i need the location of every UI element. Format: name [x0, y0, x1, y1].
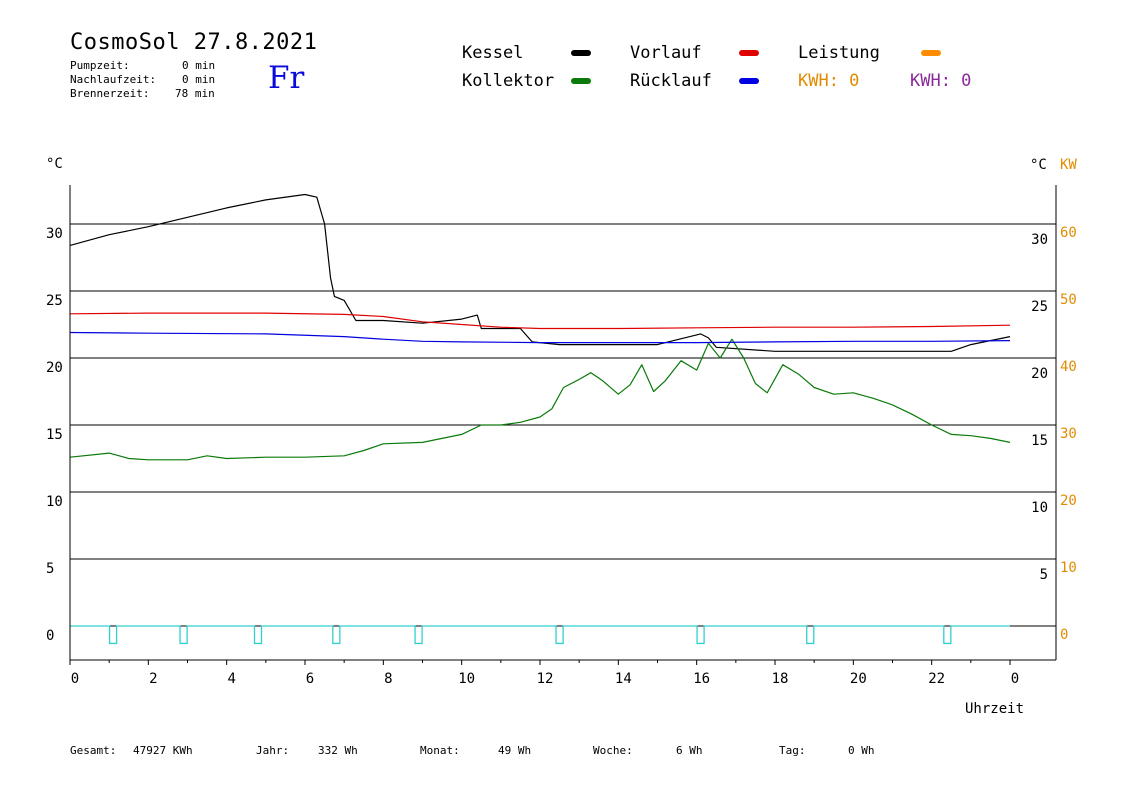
x-tick-label: 18 — [772, 671, 789, 687]
legend-kwh-orange: KWH: 0 — [798, 71, 860, 91]
stat-value-brennerzeit: 78 min — [175, 87, 215, 100]
series-line-rcklauf — [69, 331, 1011, 344]
x-tick-label: 2 — [149, 671, 157, 687]
y-tick-label-left: 30 — [46, 226, 63, 242]
legend-ruecklauf-label: Rücklauf — [630, 71, 712, 91]
footer-monat-label: Monat: — [420, 744, 460, 757]
stat-label-nachlaufzeit: Nachlaufzeit: — [70, 73, 157, 86]
x-tick-label: 4 — [227, 671, 235, 687]
x-tick-label: 14 — [615, 671, 632, 687]
legend-kessel-swatch — [571, 50, 591, 56]
series-line-kessel — [69, 193, 1011, 352]
legend-ruecklauf-swatch — [739, 78, 759, 84]
axes — [69, 185, 1057, 665]
y-tick-label-right-kw: 20 — [1060, 493, 1077, 509]
x-tick-label: 0 — [1011, 671, 1019, 687]
y-tick-label-right-kw: 40 — [1060, 359, 1077, 375]
y-tick-label-right-c: 30 — [1031, 232, 1048, 248]
series-line-kollektor — [69, 338, 1011, 461]
y-tick-label-left: 10 — [46, 494, 63, 510]
y-tick-label-left: 15 — [46, 427, 63, 443]
x-tick-label: 8 — [384, 671, 392, 687]
stat-label-pumpzeit: Pumpzeit: — [70, 59, 130, 72]
tick-labels: 0 2 4 6 8 10 12 14 16 18 20 22 030252015105030252015… — [46, 225, 1077, 687]
y-tick-label-right-kw: 30 — [1060, 426, 1077, 442]
right-axis-unit-celsius: °C — [1030, 157, 1047, 173]
y-tick-label-left: 20 — [46, 360, 63, 376]
x-tick-label: 10 — [458, 671, 475, 687]
y-tick-label-right-kw: 0 — [1060, 627, 1068, 643]
y-tick-label-right-kw: 60 — [1060, 225, 1077, 241]
legend-leistung-label: Leistung — [798, 43, 880, 63]
footer-jahr-value: 332 Wh — [318, 744, 358, 757]
weekday-label: Fr — [268, 60, 305, 96]
x-tick-label: 16 — [693, 671, 710, 687]
footer-gesamt-value: 47927 KWh — [133, 744, 193, 757]
y-tick-label-left: 5 — [46, 561, 54, 577]
y-tick-label-left: 25 — [46, 293, 63, 309]
legend-kollektor-label: Kollektor — [462, 71, 555, 91]
left-axis-unit: °C — [46, 156, 63, 172]
legend-kwh-purple: KWH: 0 — [910, 71, 972, 91]
right-axis-unit-kw: KW — [1060, 157, 1077, 173]
footer-woche-value: 6 Wh — [676, 744, 703, 757]
footer-monat-value: 49 Wh — [498, 744, 532, 757]
x-axis-label: Uhrzeit — [965, 701, 1025, 717]
stat-label-brennerzeit: Brennerzeit: — [70, 87, 150, 100]
y-tick-label-right-c: 25 — [1031, 299, 1048, 315]
stat-value-pumpzeit: 0 min — [182, 59, 216, 72]
footer-jahr-label: Jahr: — [256, 744, 290, 757]
y-tick-label-right-c: 10 — [1031, 500, 1048, 516]
footer-woche-label: Woche: — [593, 744, 633, 757]
footer-gesamt-label: Gesamt: — [70, 744, 117, 757]
legend-kollektor-swatch — [571, 78, 591, 84]
legend-kessel-label: Kessel — [462, 43, 524, 63]
temperature-series — [69, 193, 1011, 461]
pump-line — [70, 625, 1010, 645]
x-tick-label: 22 — [928, 671, 945, 687]
y-tick-label-left: 0 — [46, 628, 54, 644]
y-tick-label-right-c: 15 — [1031, 433, 1048, 449]
y-tick-label-right-kw: 10 — [1060, 560, 1077, 576]
legend-vorlauf-label: Vorlauf — [630, 43, 702, 63]
series-line-vorlauf — [69, 312, 1011, 330]
x-tick-label: 20 — [850, 671, 867, 687]
y-tick-label-right-kw: 50 — [1060, 292, 1077, 308]
legend-vorlauf-swatch — [739, 50, 759, 56]
x-tick-label: 12 — [537, 671, 554, 687]
gridlines — [70, 223, 1056, 627]
y-tick-label-right-c: 5 — [1040, 567, 1048, 583]
x-tick-label: 0 — [71, 671, 79, 687]
stat-value-nachlaufzeit: 0 min — [182, 73, 216, 86]
legend-leistung-swatch — [921, 50, 941, 56]
x-tick-label: 6 — [306, 671, 314, 687]
y-tick-label-right-c: 20 — [1031, 366, 1048, 382]
footer-tag-label: Tag: — [779, 744, 806, 757]
chart-title: CosmoSol 27.8.2021 — [70, 30, 318, 55]
footer-tag-value: 0 Wh — [848, 744, 875, 757]
pump-series — [70, 625, 1010, 645]
